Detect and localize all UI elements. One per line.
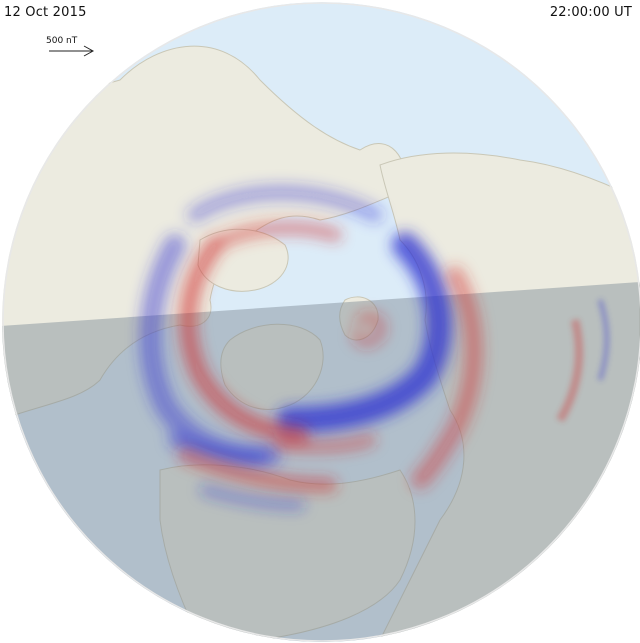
night-shade <box>0 282 640 643</box>
